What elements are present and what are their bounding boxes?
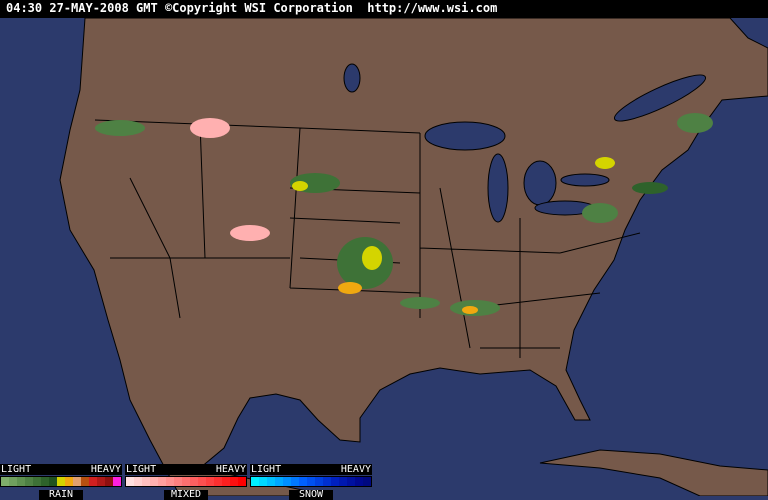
legend-swatch: [97, 477, 105, 486]
legend-swatch: [126, 477, 134, 486]
legend-swatch: [307, 477, 315, 486]
legend-swatch: [347, 477, 355, 486]
legend-light-label: LIGHT: [126, 464, 157, 475]
legend-snow: LIGHT HEAVY SNOW: [250, 464, 372, 500]
legend-color-bar: [250, 476, 372, 487]
legend-swatch: [57, 477, 65, 486]
legend-mixed: LIGHT HEAVY MIXED: [125, 464, 247, 500]
source-url: http://www.wsi.com: [367, 1, 498, 15]
legend-swatch: [259, 477, 267, 486]
legend-swatch: [222, 477, 230, 486]
legend-swatch: [41, 477, 49, 486]
legend-swatch: [9, 477, 17, 486]
legend-swatch: [198, 477, 206, 486]
legend-color-bar: [0, 476, 122, 487]
legend-swatch: [1, 477, 9, 486]
legend-swatch: [17, 477, 25, 486]
legend-swatch: [283, 477, 291, 486]
legend-swatch: [65, 477, 73, 486]
radar-echoes: [95, 113, 713, 316]
legend-rain: LIGHT HEAVY RAIN: [0, 464, 122, 500]
legend-light-label: LIGHT: [251, 464, 282, 475]
radar-map: [59, 18, 768, 496]
legend-heavy-label: HEAVY: [90, 464, 121, 475]
legend-swatch: [214, 477, 222, 486]
legend-swatch: [355, 477, 363, 486]
legend-swatch: [363, 477, 371, 486]
legend-name: SNOW: [289, 490, 333, 500]
copyright: ©Copyright WSI Corporation: [164, 1, 353, 15]
legend-swatch: [275, 477, 283, 486]
legend-swatch: [49, 477, 57, 486]
legend-swatch: [113, 477, 121, 486]
legend-swatch: [230, 477, 238, 486]
legend-name: MIXED: [164, 490, 208, 500]
legend-swatch: [89, 477, 97, 486]
legend-swatch: [339, 477, 347, 486]
legend-swatch: [166, 477, 174, 486]
legend-swatch: [190, 477, 198, 486]
legend-swatch: [323, 477, 331, 486]
legend-swatch: [299, 477, 307, 486]
legend-heavy-label: HEAVY: [215, 464, 246, 475]
legend-swatch: [33, 477, 41, 486]
legend-swatch: [142, 477, 150, 486]
legend-swatch: [291, 477, 299, 486]
water-bodies: [343, 63, 707, 223]
legend-swatch: [174, 477, 182, 486]
timestamp: 04:30 27-MAY-2008 GMT: [6, 1, 158, 15]
legend-swatch: [206, 477, 214, 486]
legend-name: RAIN: [39, 490, 83, 500]
legend-color-bar: [125, 476, 247, 487]
legend-swatch: [25, 477, 33, 486]
legend-swatch: [315, 477, 323, 486]
legend-swatch: [158, 477, 166, 486]
land: [59, 18, 768, 496]
legend-light-label: LIGHT: [1, 464, 32, 475]
legend-swatch: [238, 477, 246, 486]
legend-swatch: [105, 477, 113, 486]
legend-swatch: [73, 477, 81, 486]
legend-swatch: [331, 477, 339, 486]
legend-swatch: [81, 477, 89, 486]
map-header: 04:30 27-MAY-2008 GMT ©Copyright WSI Cor…: [0, 0, 768, 18]
legend-swatch: [182, 477, 190, 486]
legend-swatch: [267, 477, 275, 486]
legend-swatch: [134, 477, 142, 486]
legend-heavy-label: HEAVY: [340, 464, 371, 475]
legend-swatch: [251, 477, 259, 486]
legend-swatch: [150, 477, 158, 486]
